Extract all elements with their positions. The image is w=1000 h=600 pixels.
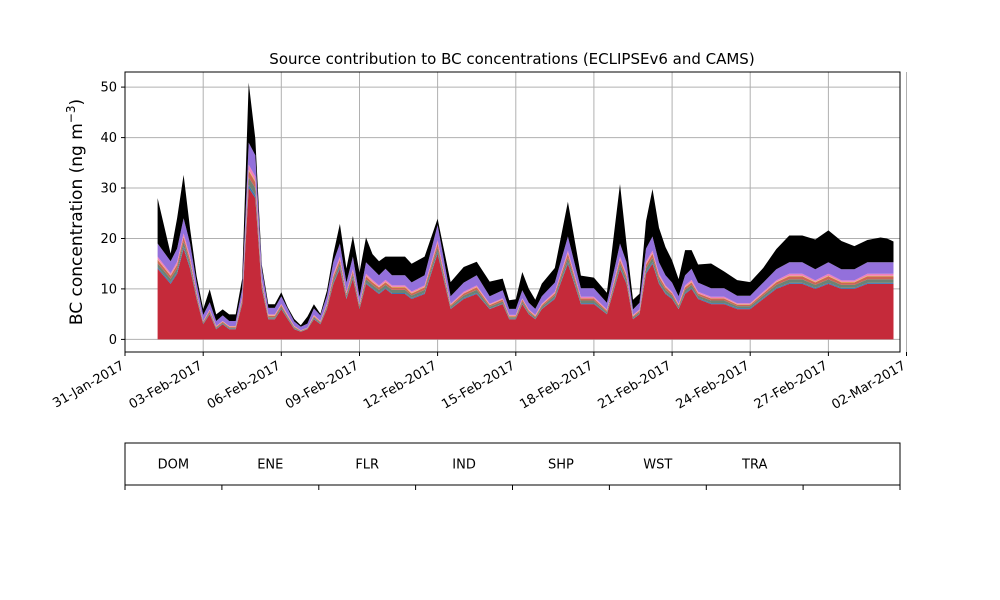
- y-tick-label: 50: [100, 81, 117, 96]
- legend-label-bb: BB: [843, 458, 861, 473]
- y-axis-label-close: ): [67, 99, 87, 106]
- y-axis-label-main: BC concentration (ng m: [67, 123, 87, 325]
- stacked-areas: [157, 82, 894, 340]
- area-dom: [157, 188, 894, 340]
- y-tick-label: 20: [100, 232, 117, 247]
- y-tick-label: 10: [100, 282, 117, 297]
- chart-title: Source contribution to BC concentrations…: [269, 50, 754, 68]
- legend-label-flr: FLR: [355, 458, 379, 473]
- legend-label-ind: IND: [452, 458, 476, 473]
- y-axis-label-sup: −3: [64, 105, 78, 123]
- y-tick-label: 40: [100, 131, 117, 146]
- legend-label-dom: DOM: [158, 458, 189, 473]
- y-axis-ticks: 0 10 20 30 40 50: [100, 81, 125, 348]
- y-tick-label: 30: [100, 182, 117, 197]
- legend-label-tra: TRA: [741, 458, 767, 473]
- y-tick-label: 0: [109, 333, 117, 348]
- legend-frame: [124, 442, 901, 486]
- legend-label-wst: WST: [643, 458, 672, 473]
- legend-colorbar: DOM ENE FLR IND SHP WST TRA BB: [124, 442, 901, 490]
- legend-label-ene: ENE: [257, 458, 283, 473]
- legend-label-shp: SHP: [548, 458, 574, 473]
- area-bb: [157, 82, 894, 327]
- y-axis-label: BC concentration (ng m−3): [64, 99, 87, 325]
- plot-frame: [124, 71, 901, 353]
